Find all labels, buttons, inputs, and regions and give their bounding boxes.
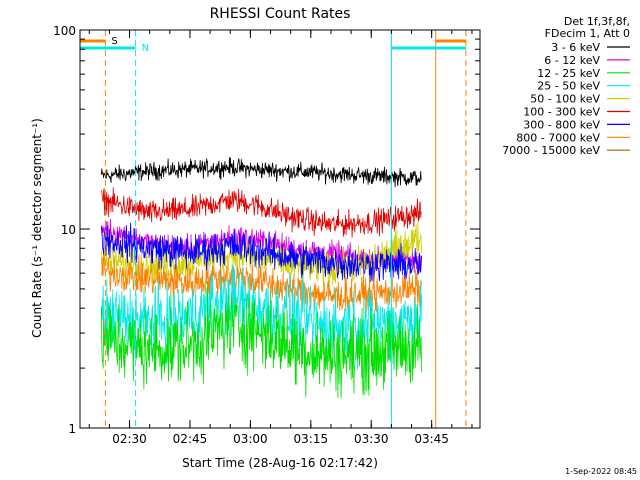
x-tick-label: 03:30 xyxy=(354,432,389,446)
axes: 02:30 02:45 03:00 03:15 03:30 03:45 1 10 100 xyxy=(53,24,481,446)
series-line-300-800keV xyxy=(100,222,422,283)
x-tick-label: 02:45 xyxy=(173,432,208,446)
y-tick-label: 1 xyxy=(68,422,76,436)
series-line-100-300keV xyxy=(100,187,422,238)
series-line-12-25keV xyxy=(100,280,422,399)
y-tick-label: 10 xyxy=(61,223,76,237)
night-label: N xyxy=(142,43,149,54)
legend-entry-label: 7000 - 15000 keV xyxy=(502,144,600,157)
x-axis-label: Start Time (28-Aug-16 02:17:42) xyxy=(182,456,378,470)
legend-entry-label: 25 - 50 keV xyxy=(537,80,600,93)
series-line-3-6keV xyxy=(100,157,422,188)
series-layer xyxy=(100,157,422,399)
y-tick-label: 100 xyxy=(53,24,76,38)
legend-entry-label: 100 - 300 keV xyxy=(523,106,600,119)
legend-entry-label: 3 - 6 keV xyxy=(551,41,600,54)
x-tick-label: 02:30 xyxy=(112,432,147,446)
x-tick-label: 03:15 xyxy=(294,432,329,446)
chart-title: RHESSI Count Rates xyxy=(210,6,351,22)
x-tick-label: 03:00 xyxy=(233,432,268,446)
legend-entry-label: 6 - 12 keV xyxy=(544,54,600,67)
saa-label: S xyxy=(111,36,117,47)
legend-entry-label: 50 - 100 keV xyxy=(530,93,600,106)
plot-frame xyxy=(79,29,481,429)
series-line-25-50keV xyxy=(100,264,422,370)
legend-entry-label: 300 - 800 keV xyxy=(523,118,600,131)
y-axis-label: Count Rate (s⁻¹ detector segment⁻¹) xyxy=(30,118,44,338)
footer-timestamp: 1-Sep-2022 08:45 xyxy=(565,467,637,476)
x-tick-label: 03:45 xyxy=(414,432,449,446)
annotation-layer: SN xyxy=(80,30,467,428)
legend-header-line: FDecim 1, Att 0 xyxy=(545,27,630,40)
legend-header-line: Det 1f,3f,8f, xyxy=(564,15,630,28)
legend-entry-label: 12 - 25 keV xyxy=(537,67,600,80)
legend-entry-label: 800 - 7000 keV xyxy=(516,131,600,144)
